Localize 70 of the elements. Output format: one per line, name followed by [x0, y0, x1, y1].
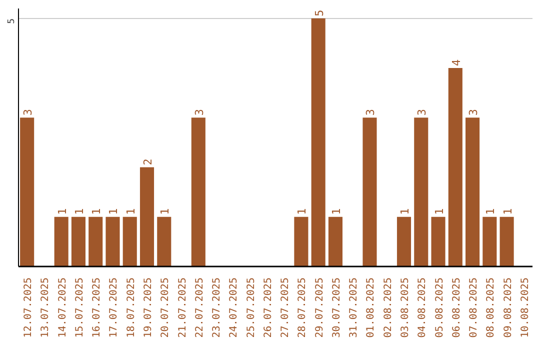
x-tick-label: 16.07.2025 — [92, 277, 103, 338]
x-tick-label: 29.07.2025 — [314, 277, 326, 338]
bar — [328, 216, 342, 266]
data-label: 3 — [192, 109, 206, 116]
x-tick-label: 23.07.2025 — [212, 277, 223, 338]
data-label: 1 — [330, 208, 343, 215]
x-tick-label: 13.07.2025 — [40, 277, 52, 338]
bar — [431, 216, 446, 266]
data-label: 1 — [484, 208, 498, 215]
x-tick-label: 09.08.2025 — [502, 277, 514, 338]
bar — [20, 118, 34, 266]
data-label: 3 — [22, 109, 35, 116]
bar — [140, 167, 154, 266]
bar — [362, 118, 377, 266]
x-tick-label: 02.08.2025 — [382, 277, 394, 338]
bar — [500, 216, 514, 266]
x-tick-label: 07.08.2025 — [468, 277, 480, 338]
data-label: 1 — [158, 208, 172, 215]
bar — [466, 118, 480, 266]
bar — [482, 216, 497, 266]
x-tick-label: 14.07.2025 — [57, 277, 68, 338]
x-tick-label: 10.08.2025 — [520, 277, 531, 338]
data-label: 3 — [416, 109, 429, 116]
data-label: 1 — [107, 208, 120, 215]
data-label: 2 — [142, 158, 154, 166]
data-label: 1 — [501, 208, 514, 215]
x-tick-label: 21.07.2025 — [177, 277, 188, 338]
data-label: 1 — [72, 208, 86, 215]
bar — [122, 216, 137, 266]
data-label: 1 — [432, 208, 446, 215]
bar — [88, 216, 103, 266]
bar — [448, 68, 462, 266]
x-tick-label: 12.07.2025 — [23, 277, 34, 338]
data-label: 5 — [312, 10, 326, 16]
x-tick-label: 28.07.2025 — [297, 277, 308, 338]
x-tick-label: 27.07.2025 — [280, 277, 292, 338]
x-tick-label: 26.07.2025 — [262, 277, 274, 338]
x-tick-label: 20.07.2025 — [160, 277, 172, 338]
x-tick-label: 19.07.2025 — [143, 277, 154, 338]
data-label: 1 — [124, 208, 138, 215]
bar — [311, 18, 326, 266]
x-tick-label: 22.07.2025 — [194, 277, 206, 338]
x-tick-label: 05.08.2025 — [434, 277, 446, 338]
data-label: 3 — [467, 109, 480, 116]
data-label: 1 — [398, 208, 412, 215]
bar — [191, 118, 206, 266]
bar — [71, 216, 86, 266]
bar — [294, 216, 308, 266]
bar — [396, 216, 412, 266]
x-tick-label: 31.07.2025 — [348, 277, 360, 338]
bar — [414, 118, 428, 266]
x-tick-label: 04.08.2025 — [417, 277, 428, 338]
x-tick-label: 25.07.2025 — [246, 277, 257, 338]
data-label: 4 — [450, 59, 463, 66]
bar — [106, 216, 120, 266]
x-tick-label: 03.08.2025 — [400, 277, 411, 338]
x-tick-label: 01.08.2025 — [366, 277, 377, 338]
x-tick-label: 24.07.2025 — [228, 277, 240, 338]
bar — [54, 216, 68, 266]
x-tick-label: 18.07.2025 — [126, 277, 137, 338]
data-label: 1 — [296, 208, 309, 215]
data-label: 1 — [56, 208, 69, 215]
x-tick-label: 08.08.2025 — [486, 277, 497, 338]
data-label: 1 — [90, 208, 104, 215]
x-tick-label: 15.07.2025 — [74, 277, 86, 338]
data-label: 3 — [364, 109, 378, 116]
x-tick-label: 17.07.2025 — [108, 277, 120, 338]
x-tick-label: 06.08.2025 — [451, 277, 462, 338]
bar — [157, 216, 172, 266]
x-tick-label: 30.07.2025 — [331, 277, 342, 338]
